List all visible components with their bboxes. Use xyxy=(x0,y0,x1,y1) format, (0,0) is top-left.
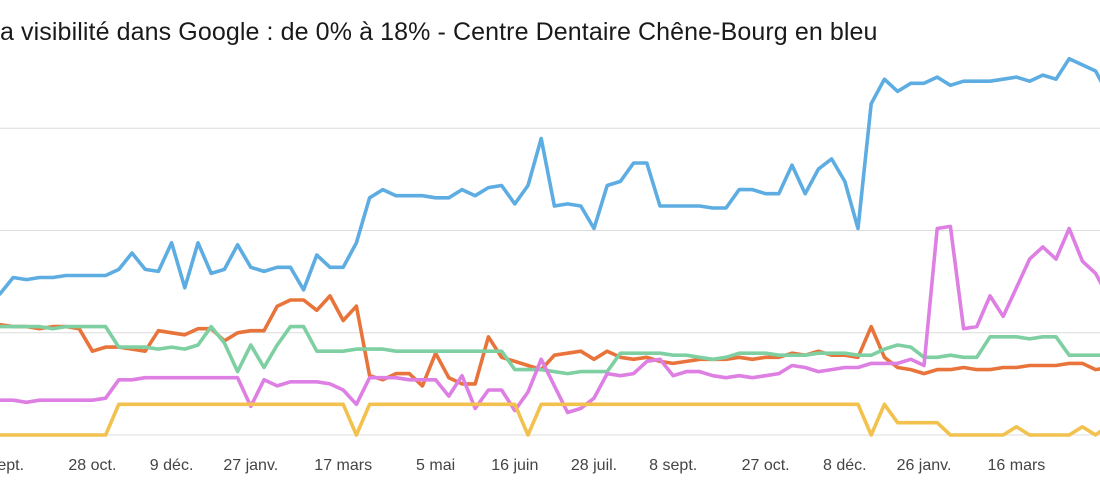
x-tick-label-3: 27 janv. xyxy=(223,457,278,474)
x-tick-label-10: 8 déc. xyxy=(823,457,867,474)
x-tick-label-4: 17 mars xyxy=(314,457,372,474)
series-line-4 xyxy=(0,402,1100,437)
x-tick-label-1: 28 oct. xyxy=(68,457,116,474)
x-tick-label-9: 27 oct. xyxy=(742,457,790,474)
x-tick-label-5: 5 mai xyxy=(416,457,455,474)
x-axis-tick-labels: 9 sept. 28 oct. 9 déc. 27 janv. 17 mars 5 mai… xyxy=(0,457,1045,474)
series-line-0 xyxy=(0,56,1100,296)
x-tick-label-7: 28 juil. xyxy=(571,457,617,474)
x-tick-label-0: 9 sept. xyxy=(0,457,24,474)
gridlines xyxy=(0,127,1100,436)
x-tick-label-11: 26 janv. xyxy=(897,457,952,474)
series-line-1 xyxy=(0,294,1100,388)
x-tick-label-8: 8 sept. xyxy=(649,457,697,474)
series-line-2 xyxy=(0,324,1100,376)
x-tick-label-6: 16 juin xyxy=(491,457,538,474)
series-line-3 xyxy=(0,224,1100,415)
x-tick-label-12: 16 mars xyxy=(988,457,1046,474)
series-lines xyxy=(0,56,1100,437)
chart-title: La visibilité dans Google : de 0% à 18% … xyxy=(0,18,878,46)
x-tick-label-2: 9 déc. xyxy=(150,457,194,474)
